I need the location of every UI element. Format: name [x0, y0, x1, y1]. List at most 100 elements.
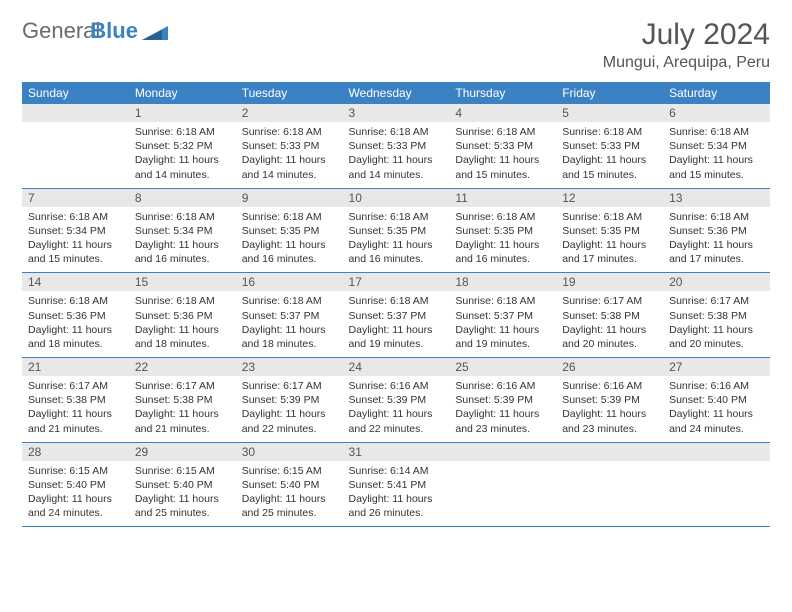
day-number: 11	[449, 189, 556, 207]
calendar-day-cell: 4Sunrise: 6:18 AMSunset: 5:33 PMDaylight…	[449, 104, 556, 188]
day-number: 31	[343, 443, 450, 461]
logo-text: GeneralBlue	[22, 18, 138, 44]
day-content: Sunrise: 6:16 AMSunset: 5:39 PMDaylight:…	[449, 376, 556, 442]
month-title: July 2024	[603, 18, 770, 52]
day-content: Sunrise: 6:18 AMSunset: 5:34 PMDaylight:…	[22, 207, 129, 273]
day-content: Sunrise: 6:18 AMSunset: 5:36 PMDaylight:…	[129, 291, 236, 357]
sunrise-text: Sunrise: 6:18 AM	[455, 210, 550, 224]
sunset-text: Sunset: 5:38 PM	[562, 309, 657, 323]
day-number: 17	[343, 273, 450, 291]
day-number: 15	[129, 273, 236, 291]
sunset-text: Sunset: 5:36 PM	[669, 224, 764, 238]
daylight-text: Daylight: 11 hours and 18 minutes.	[135, 323, 230, 351]
calendar-day-cell: 21Sunrise: 6:17 AMSunset: 5:38 PMDayligh…	[22, 358, 129, 443]
day-number	[556, 443, 663, 461]
daylight-text: Daylight: 11 hours and 16 minutes.	[349, 238, 444, 266]
day-number: 23	[236, 358, 343, 376]
daylight-text: Daylight: 11 hours and 14 minutes.	[242, 153, 337, 181]
sunrise-text: Sunrise: 6:18 AM	[562, 125, 657, 139]
weekday-header: Saturday	[663, 82, 770, 104]
day-number: 27	[663, 358, 770, 376]
calendar-day-cell: 18Sunrise: 6:18 AMSunset: 5:37 PMDayligh…	[449, 273, 556, 358]
day-number: 10	[343, 189, 450, 207]
sunset-text: Sunset: 5:39 PM	[455, 393, 550, 407]
day-content	[556, 461, 663, 523]
day-number: 8	[129, 189, 236, 207]
calendar-day-cell: 10 Sunrise: 6:18 AMSunset: 5:35 PMDayligh…	[343, 188, 450, 273]
calendar-day-cell	[22, 104, 129, 188]
daylight-text: Daylight: 11 hours and 21 minutes.	[28, 407, 123, 435]
daylight-text: Daylight: 11 hours and 18 minutes.	[242, 323, 337, 351]
weekday-header: Friday	[556, 82, 663, 104]
day-content: Sunrise: 6:17 AMSunset: 5:38 PMDaylight:…	[556, 291, 663, 357]
calendar-week-row: 14Sunrise: 6:18 AMSunset: 5:36 PMDayligh…	[22, 273, 770, 358]
sunrise-text: Sunrise: 6:18 AM	[669, 125, 764, 139]
sunrise-text: Sunrise: 6:15 AM	[135, 464, 230, 478]
daylight-text: Daylight: 11 hours and 15 minutes.	[562, 153, 657, 181]
sunset-text: Sunset: 5:36 PM	[135, 309, 230, 323]
calendar-day-cell: 19Sunrise: 6:17 AMSunset: 5:38 PMDayligh…	[556, 273, 663, 358]
day-number: 13	[663, 189, 770, 207]
calendar-day-cell: 2Sunrise: 6:18 AMSunset: 5:33 PMDaylight…	[236, 104, 343, 188]
day-number	[22, 104, 129, 122]
day-content	[449, 461, 556, 523]
daylight-text: Daylight: 11 hours and 26 minutes.	[349, 492, 444, 520]
calendar-day-cell: 25Sunrise: 6:16 AMSunset: 5:39 PMDayligh…	[449, 358, 556, 443]
sunrise-text: Sunrise: 6:16 AM	[455, 379, 550, 393]
calendar-day-cell: 3Sunrise: 6:18 AMSunset: 5:33 PMDaylight…	[343, 104, 450, 188]
day-number: 22	[129, 358, 236, 376]
sunset-text: Sunset: 5:34 PM	[135, 224, 230, 238]
day-number	[663, 443, 770, 461]
calendar-body: 1Sunrise: 6:18 AMSunset: 5:32 PMDaylight…	[22, 104, 770, 527]
calendar-day-cell: 16Sunrise: 6:18 AMSunset: 5:37 PMDayligh…	[236, 273, 343, 358]
day-number: 12	[556, 189, 663, 207]
daylight-text: Daylight: 11 hours and 24 minutes.	[28, 492, 123, 520]
sunrise-text: Sunrise: 6:18 AM	[349, 125, 444, 139]
sunset-text: Sunset: 5:39 PM	[349, 393, 444, 407]
calendar-day-cell: 31Sunrise: 6:14 AMSunset: 5:41 PMDayligh…	[343, 442, 450, 527]
calendar-day-cell: 27Sunrise: 6:16 AMSunset: 5:40 PMDayligh…	[663, 358, 770, 443]
weekday-header: Wednesday	[343, 82, 450, 104]
calendar-week-row: 1Sunrise: 6:18 AMSunset: 5:32 PMDaylight…	[22, 104, 770, 188]
day-content: Sunrise: 6:18 AMSunset: 5:32 PMDaylight:…	[129, 122, 236, 188]
sunset-text: Sunset: 5:32 PM	[135, 139, 230, 153]
daylight-text: Daylight: 11 hours and 20 minutes.	[669, 323, 764, 351]
day-number: 5	[556, 104, 663, 122]
day-content: Sunrise: 6:18 AMSunset: 5:33 PMDaylight:…	[343, 122, 450, 188]
daylight-text: Daylight: 11 hours and 15 minutes.	[669, 153, 764, 181]
sunrise-text: Sunrise: 6:17 AM	[135, 379, 230, 393]
day-content: Sunrise: 6:18 AMSunset: 5:34 PMDaylight:…	[663, 122, 770, 188]
calendar-day-cell: 15Sunrise: 6:18 AMSunset: 5:36 PMDayligh…	[129, 273, 236, 358]
day-number: 3	[343, 104, 450, 122]
daylight-text: Daylight: 11 hours and 19 minutes.	[455, 323, 550, 351]
daylight-text: Daylight: 11 hours and 17 minutes.	[562, 238, 657, 266]
day-number: 29	[129, 443, 236, 461]
calendar-table: SundayMondayTuesdayWednesdayThursdayFrid…	[22, 82, 770, 527]
day-number: 7	[22, 189, 129, 207]
day-number: 16	[236, 273, 343, 291]
calendar-day-cell: 12Sunrise: 6:18 AMSunset: 5:35 PMDayligh…	[556, 188, 663, 273]
sunset-text: Sunset: 5:33 PM	[349, 139, 444, 153]
calendar-week-row: 7Sunrise: 6:18 AMSunset: 5:34 PMDaylight…	[22, 188, 770, 273]
day-content: Sunrise: 6:16 AMSunset: 5:39 PMDaylight:…	[343, 376, 450, 442]
daylight-text: Daylight: 11 hours and 15 minutes.	[28, 238, 123, 266]
weekday-header-row: SundayMondayTuesdayWednesdayThursdayFrid…	[22, 82, 770, 104]
day-content: Sunrise: 6:18 AMSunset: 5:36 PMDaylight:…	[22, 291, 129, 357]
sunset-text: Sunset: 5:33 PM	[562, 139, 657, 153]
day-number: 9	[236, 189, 343, 207]
day-content: Sunrise: 6:18 AMSunset: 5:35 PMDaylight:…	[449, 207, 556, 273]
sunset-text: Sunset: 5:35 PM	[349, 224, 444, 238]
location: Mungui, Arequipa, Peru	[603, 54, 770, 72]
sunrise-text: Sunrise: 6:18 AM	[242, 294, 337, 308]
sunrise-text: Sunrise: 6:14 AM	[349, 464, 444, 478]
sunrise-text: Sunrise: 6:18 AM	[349, 210, 444, 224]
calendar-day-cell: 8Sunrise: 6:18 AMSunset: 5:34 PMDaylight…	[129, 188, 236, 273]
sunset-text: Sunset: 5:39 PM	[242, 393, 337, 407]
daylight-text: Daylight: 11 hours and 18 minutes.	[28, 323, 123, 351]
day-content	[22, 122, 129, 184]
sunset-text: Sunset: 5:37 PM	[455, 309, 550, 323]
sunrise-text: Sunrise: 6:18 AM	[349, 294, 444, 308]
calendar-day-cell: 29Sunrise: 6:15 AMSunset: 5:40 PMDayligh…	[129, 442, 236, 527]
daylight-text: Daylight: 11 hours and 14 minutes.	[135, 153, 230, 181]
calendar-day-cell: 22Sunrise: 6:17 AMSunset: 5:38 PMDayligh…	[129, 358, 236, 443]
